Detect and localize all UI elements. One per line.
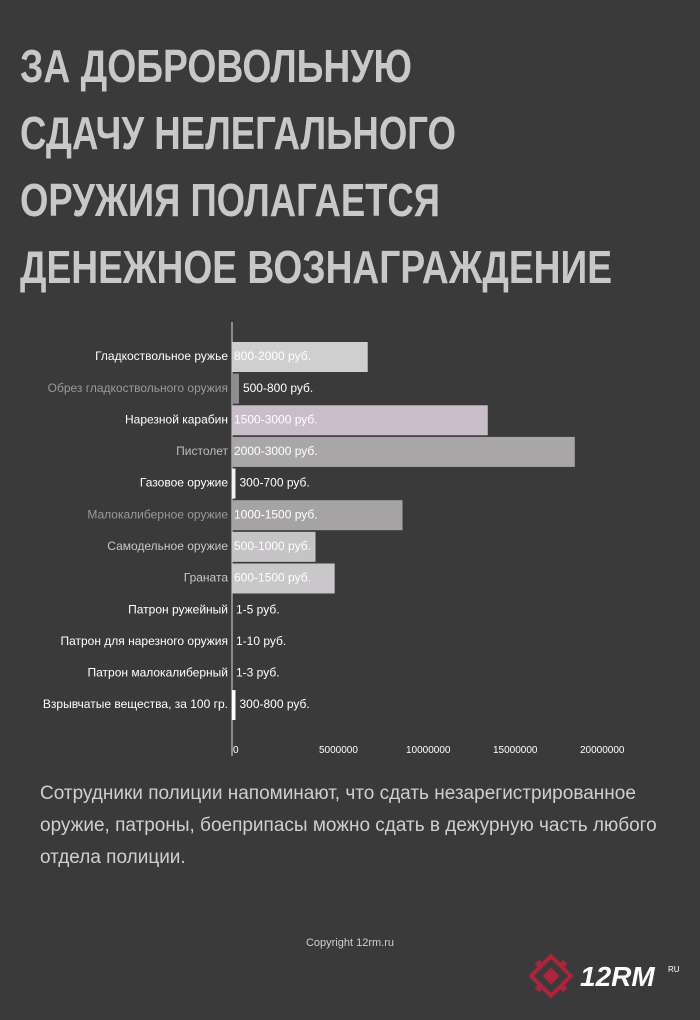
category-label: Граната bbox=[184, 571, 229, 585]
category-label: Газовое оружие bbox=[140, 476, 228, 490]
x-tick-label: 20000000 bbox=[580, 745, 625, 756]
price-label: 1-3 руб. bbox=[236, 666, 280, 680]
logo-suffix: RU bbox=[668, 965, 680, 974]
price-label: 500-1000 руб. bbox=[234, 539, 311, 553]
price-label: 1-5 руб. bbox=[236, 602, 280, 616]
price-label: 800-2000 руб. bbox=[234, 349, 311, 363]
price-label: 300-800 руб. bbox=[239, 697, 309, 711]
title-line: ОРУЖИЯ ПОЛАГАЕТСЯ bbox=[20, 174, 440, 226]
x-tick-label: 5000000 bbox=[319, 745, 358, 756]
category-label: Нарезной карабин bbox=[125, 412, 228, 426]
category-label: Малокалиберное оружие bbox=[87, 507, 228, 521]
note: Сотрудники полиции напоминают, что сдать… bbox=[40, 783, 657, 868]
category-label: Патрон малокалиберный bbox=[87, 666, 228, 680]
x-tick-label: 15000000 bbox=[493, 745, 538, 756]
price-label: 500-800 руб. bbox=[243, 381, 313, 395]
bar bbox=[232, 500, 403, 531]
category-label: Патрон ружейный bbox=[128, 602, 228, 616]
bar bbox=[232, 342, 368, 372]
category-label: Взрывчатые вещества, за 100 гр. bbox=[43, 697, 228, 711]
bar bbox=[232, 436, 575, 467]
title-line: ДЕНЕЖНОЕ ВОЗНАГРАЖДЕНИЕ bbox=[20, 241, 612, 293]
title-line: СДАЧУ НЕЛЕГАЛЬНОГО bbox=[20, 107, 456, 159]
price-label: 1000-1500 руб. bbox=[234, 507, 318, 521]
price-label: 600-1500 руб. bbox=[234, 571, 311, 585]
bar bbox=[232, 563, 335, 594]
bar bbox=[232, 405, 488, 436]
price-label: 2000-3000 руб. bbox=[234, 444, 318, 458]
bar bbox=[232, 468, 236, 499]
category-label: Обрез гладкоствольного оружия bbox=[48, 381, 228, 395]
x-tick-label: 10000000 bbox=[406, 745, 451, 756]
logo-text: 12RM bbox=[580, 961, 655, 992]
price-label: 1500-3000 руб. bbox=[234, 412, 318, 426]
bar-chart: 0 5000000 10000000 15000000 20000000 Гладкост… bbox=[43, 342, 625, 756]
category-label: Гладкоствольное ружье bbox=[95, 349, 228, 363]
bar bbox=[232, 531, 316, 562]
x-tick-label: 0 bbox=[233, 745, 239, 756]
copyright: Copyright 12rm.ru bbox=[306, 937, 394, 949]
category-label: Пистолет bbox=[176, 444, 228, 458]
category-label: Патрон для нарезного оружия bbox=[60, 634, 228, 648]
price-label: 1-10 руб. bbox=[236, 634, 286, 648]
category-label: Самодельное оружие bbox=[107, 539, 228, 553]
bar bbox=[232, 690, 236, 721]
title-line: ЗА ДОБРОВОЛЬНУЮ bbox=[20, 40, 412, 92]
bar bbox=[232, 373, 239, 404]
price-label: 300-700 руб. bbox=[239, 476, 309, 490]
